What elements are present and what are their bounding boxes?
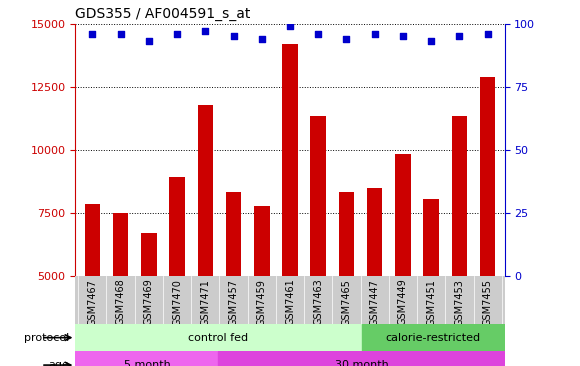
- Text: GSM7467: GSM7467: [88, 279, 97, 326]
- Point: [116, 31, 125, 37]
- Text: GSM7451: GSM7451: [426, 279, 436, 326]
- Bar: [361, 324, 505, 351]
- Point: [314, 31, 323, 37]
- Text: GSM7468: GSM7468: [115, 279, 126, 325]
- Point: [370, 31, 379, 37]
- Bar: [310, 116, 326, 366]
- Point: [398, 33, 408, 39]
- Bar: [169, 176, 185, 366]
- Text: GSM7461: GSM7461: [285, 279, 295, 325]
- Bar: [452, 116, 467, 366]
- Text: 30 month: 30 month: [335, 360, 389, 366]
- Text: control fed: control fed: [188, 333, 248, 343]
- Bar: [75, 276, 505, 324]
- Text: age: age: [49, 360, 70, 366]
- Text: GSM7463: GSM7463: [313, 279, 323, 325]
- Point: [229, 33, 238, 39]
- Point: [342, 36, 351, 42]
- Text: GSM7459: GSM7459: [257, 279, 267, 326]
- Bar: [367, 188, 382, 366]
- Bar: [339, 192, 354, 366]
- Point: [483, 31, 492, 37]
- Point: [426, 38, 436, 44]
- Bar: [113, 213, 128, 366]
- Text: GSM7447: GSM7447: [369, 279, 380, 326]
- Bar: [219, 351, 505, 366]
- Text: 5 month: 5 month: [124, 360, 171, 366]
- Text: GSM7453: GSM7453: [454, 279, 465, 326]
- Bar: [395, 154, 411, 366]
- Bar: [254, 206, 270, 366]
- Text: GSM7449: GSM7449: [398, 279, 408, 325]
- Point: [257, 36, 266, 42]
- Point: [201, 29, 210, 34]
- Text: calorie-restricted: calorie-restricted: [386, 333, 481, 343]
- Point: [144, 38, 154, 44]
- Point: [455, 33, 464, 39]
- Text: protocol: protocol: [24, 333, 70, 343]
- Point: [88, 31, 97, 37]
- Point: [285, 23, 295, 29]
- Bar: [141, 234, 157, 366]
- Bar: [198, 105, 213, 366]
- Text: GDS355 / AF004591_s_at: GDS355 / AF004591_s_at: [75, 7, 251, 21]
- Point: [172, 31, 182, 37]
- Bar: [85, 204, 100, 366]
- Text: GSM7470: GSM7470: [172, 279, 182, 326]
- Text: GSM7455: GSM7455: [483, 279, 492, 326]
- Text: GSM7457: GSM7457: [229, 279, 238, 326]
- Bar: [423, 199, 439, 366]
- Bar: [75, 351, 219, 366]
- Bar: [282, 44, 298, 366]
- Text: GSM7465: GSM7465: [342, 279, 351, 326]
- Text: GSM7469: GSM7469: [144, 279, 154, 325]
- Text: GSM7471: GSM7471: [200, 279, 211, 326]
- Bar: [480, 77, 495, 366]
- Bar: [226, 192, 241, 366]
- Bar: [75, 324, 361, 351]
